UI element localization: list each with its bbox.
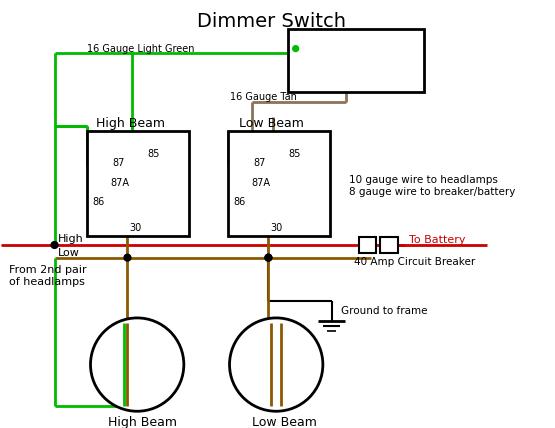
Text: High Beam: High Beam <box>97 117 165 130</box>
Text: 87: 87 <box>113 158 125 168</box>
Circle shape <box>265 254 272 261</box>
Text: 85: 85 <box>289 149 301 159</box>
Text: 16 Gauge Tan: 16 Gauge Tan <box>230 92 296 102</box>
Text: To Battery: To Battery <box>410 235 466 245</box>
Text: 87A: 87A <box>251 178 270 188</box>
Text: 87: 87 <box>254 158 266 168</box>
Text: 30: 30 <box>129 223 142 233</box>
Text: of headlamps: of headlamps <box>9 277 85 287</box>
Text: 86: 86 <box>234 197 246 207</box>
Circle shape <box>230 318 323 411</box>
Text: 86: 86 <box>93 197 105 207</box>
Bar <box>288 29 424 92</box>
Text: 16 Gauge Light Green: 16 Gauge Light Green <box>87 44 194 54</box>
Text: 10 gauge wire to headlamps: 10 gauge wire to headlamps <box>349 175 498 185</box>
Circle shape <box>124 254 131 261</box>
Text: High Beam: High Beam <box>108 416 177 428</box>
Circle shape <box>292 46 299 51</box>
Text: Dimmer Switch: Dimmer Switch <box>197 12 346 31</box>
Circle shape <box>51 241 58 248</box>
Bar <box>359 237 376 253</box>
Text: 87A: 87A <box>110 178 129 188</box>
Text: 85: 85 <box>148 149 160 159</box>
Text: Low Beam: Low Beam <box>239 117 304 130</box>
Bar <box>87 131 189 236</box>
Bar <box>380 237 398 253</box>
Text: High: High <box>58 234 83 244</box>
Bar <box>228 131 330 236</box>
Text: Ground to frame: Ground to frame <box>341 306 428 316</box>
Text: 30: 30 <box>270 223 282 233</box>
Text: 40 Amp Circuit Breaker: 40 Amp Circuit Breaker <box>354 258 475 268</box>
Text: 8 gauge wire to breaker/battery: 8 gauge wire to breaker/battery <box>349 187 516 197</box>
Text: Low: Low <box>58 248 79 258</box>
Text: From 2nd pair: From 2nd pair <box>9 265 87 275</box>
Text: Low Beam: Low Beam <box>252 416 317 428</box>
Circle shape <box>265 254 272 261</box>
Circle shape <box>90 318 184 411</box>
